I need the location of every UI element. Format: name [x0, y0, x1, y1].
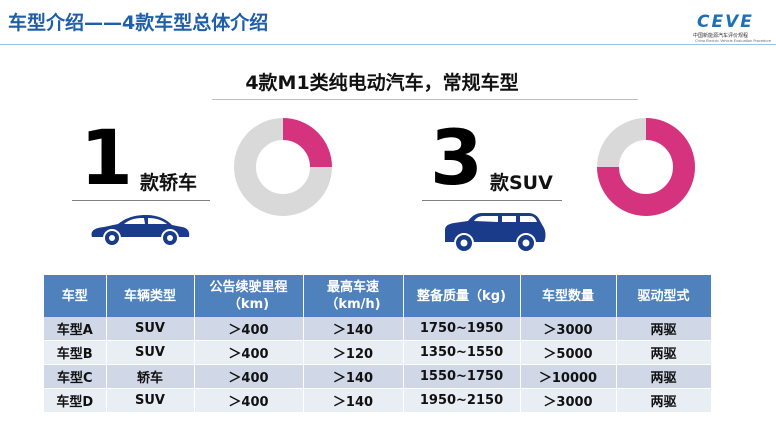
sedan-icon: [91, 215, 190, 247]
cell-range: ＞400: [194, 340, 304, 365]
sedan-underline: [72, 200, 210, 201]
suv-count: 3: [430, 113, 483, 202]
sedan-label: 款轿车: [140, 172, 198, 194]
cell-model-count: ＞5000: [520, 340, 617, 365]
sedan-share-donut: [234, 118, 332, 216]
header-vehicle-type: 车辆类型: [106, 275, 195, 317]
table-row: 车型C 轿车 ＞400 ＞140 1550~1750 ＞10000 两驱: [44, 364, 712, 389]
cell-curb-weight: 1550~1750: [403, 364, 521, 389]
cell-model: 车型A: [44, 317, 107, 341]
cell-model: 车型D: [44, 388, 107, 413]
cell-vehicle-type: SUV: [106, 340, 195, 365]
cell-model: 车型C: [44, 364, 107, 389]
subtitle-divider: [212, 99, 638, 100]
vehicle-spec-table: 车型 车辆类型 公告续驶里程 （km) 最高车速 （km/h) 整备质量（kg) 车…: [44, 275, 712, 413]
suv-underline: [422, 200, 562, 201]
cell-model-count: ＞10000: [520, 364, 617, 389]
table-row: 车型D SUV ＞400 ＞140 1950~2150 ＞3000 两驱: [44, 388, 712, 413]
cell-top-speed: ＞120: [303, 340, 404, 365]
cell-curb-weight: 1350~1550: [403, 340, 521, 365]
subtitle: 4款M1类纯电动汽车，常规车型: [245, 72, 519, 94]
cell-drive-type: 两驱: [616, 340, 712, 365]
cell-model-count: ＞3000: [520, 388, 617, 413]
header-range: 公告续驶里程 （km): [194, 275, 304, 317]
table-row: 车型A SUV ＞400 ＞140 1750~1950 ＞3000 两驱: [44, 317, 712, 341]
slide-title: 车型介绍——4款车型总体介绍: [8, 12, 269, 34]
cell-range: ＞400: [194, 364, 304, 389]
suv-share-donut: [597, 118, 695, 216]
cell-drive-type: 两驱: [616, 388, 712, 413]
suv-icon: [445, 213, 546, 253]
donut-share-arc: [282, 118, 332, 168]
cell-vehicle-type: 轿车: [106, 364, 195, 389]
cell-vehicle-type: SUV: [106, 317, 195, 341]
cell-model: 车型B: [44, 340, 107, 365]
header-drive-type: 驱动型式: [616, 275, 712, 317]
cell-top-speed: ＞140: [303, 364, 404, 389]
table-row: 车型B SUV ＞400 ＞120 1350~1550 ＞5000 两驱: [44, 340, 712, 365]
logo-cn-text: 中国新能源汽车评价规程: [693, 33, 749, 39]
suv-label: 款SUV: [490, 172, 553, 194]
ceve-logo: CEVE 中国新能源汽车评价规程 China Electric Vehicle …: [693, 12, 773, 44]
header-model: 车型: [44, 275, 107, 317]
header-curb-weight: 整备质量（kg): [403, 275, 521, 317]
logo-en-text: China Electric Vehicle Evaluation Proced…: [695, 39, 771, 43]
cell-range: ＞400: [194, 388, 304, 413]
cell-top-speed: ＞140: [303, 317, 404, 341]
cell-curb-weight: 1950~2150: [403, 388, 521, 413]
logo-word: CEVE: [697, 12, 754, 32]
cell-drive-type: 两驱: [616, 364, 712, 389]
title-divider: [0, 44, 776, 45]
cell-curb-weight: 1750~1950: [403, 317, 521, 341]
cell-range: ＞400: [194, 317, 304, 341]
cell-vehicle-type: SUV: [106, 388, 195, 413]
sedan-count: 1: [80, 113, 133, 202]
cell-drive-type: 两驱: [616, 317, 712, 341]
header-top-speed: 最高车速 （km/h): [303, 275, 404, 317]
cell-top-speed: ＞140: [303, 388, 404, 413]
header-model-count: 车型数量: [520, 275, 617, 317]
table-header-row: 车型 车辆类型 公告续驶里程 （km) 最高车速 （km/h) 整备质量（kg) 车…: [44, 275, 712, 317]
cell-model-count: ＞3000: [520, 317, 617, 341]
donut-share-arc: [597, 118, 695, 216]
